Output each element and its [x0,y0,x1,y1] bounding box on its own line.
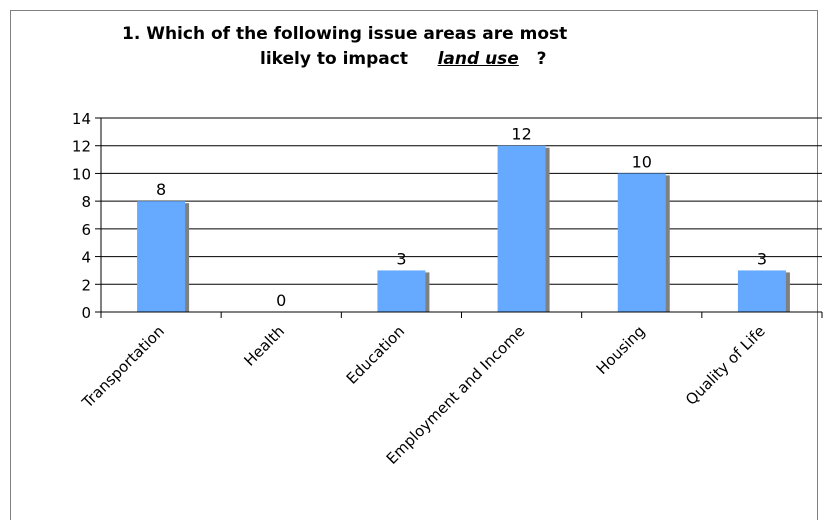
chart-title-suffix: ? [536,49,547,69]
y-tick-label: 10 [72,165,91,183]
gridlines [101,117,822,285]
bar [737,270,786,312]
bar-value-label: 12 [511,125,531,144]
bar-value-label: 0 [276,291,286,310]
bar-value-label: 3 [757,249,767,268]
chart-title-prefix: likely to impact [260,49,408,69]
chart-title-line1: 1. Which of the following issue areas ar… [122,24,568,44]
y-axis: 0 2 4 6 8 10 12 14 [72,110,102,322]
chart-title-emphasis: land use [437,49,519,69]
bar-value-label: 10 [632,152,652,171]
y-tick-label: 4 [81,249,91,267]
chart-title-line2: likely to impact land use ? [260,47,546,72]
x-tick-label: Education [343,322,409,388]
y-tick-label: 6 [81,221,91,239]
x-tick-label: Health [241,322,289,370]
y-tick-label: 8 [81,193,91,211]
bar-value-label: 8 [156,180,166,199]
x-tick-label: Transportation [78,322,168,412]
x-tick-label: Housing [593,322,649,378]
y-tick-label: 12 [72,138,91,156]
bar-value-label: 3 [396,249,406,268]
bar [617,173,666,312]
bars: 8 0 3 12 10 3 [137,125,790,312]
bar [497,145,546,312]
x-tick-label: Quality of Life [682,322,769,409]
y-tick-label: 0 [81,304,91,322]
y-tick-label: 2 [81,276,91,294]
bar [137,201,186,312]
bar [377,270,426,312]
y-tick-label: 14 [72,110,91,128]
x-axis: Transportation Health EducationEmployment … [78,311,823,468]
x-tick-label: Employment and Income [383,322,529,468]
